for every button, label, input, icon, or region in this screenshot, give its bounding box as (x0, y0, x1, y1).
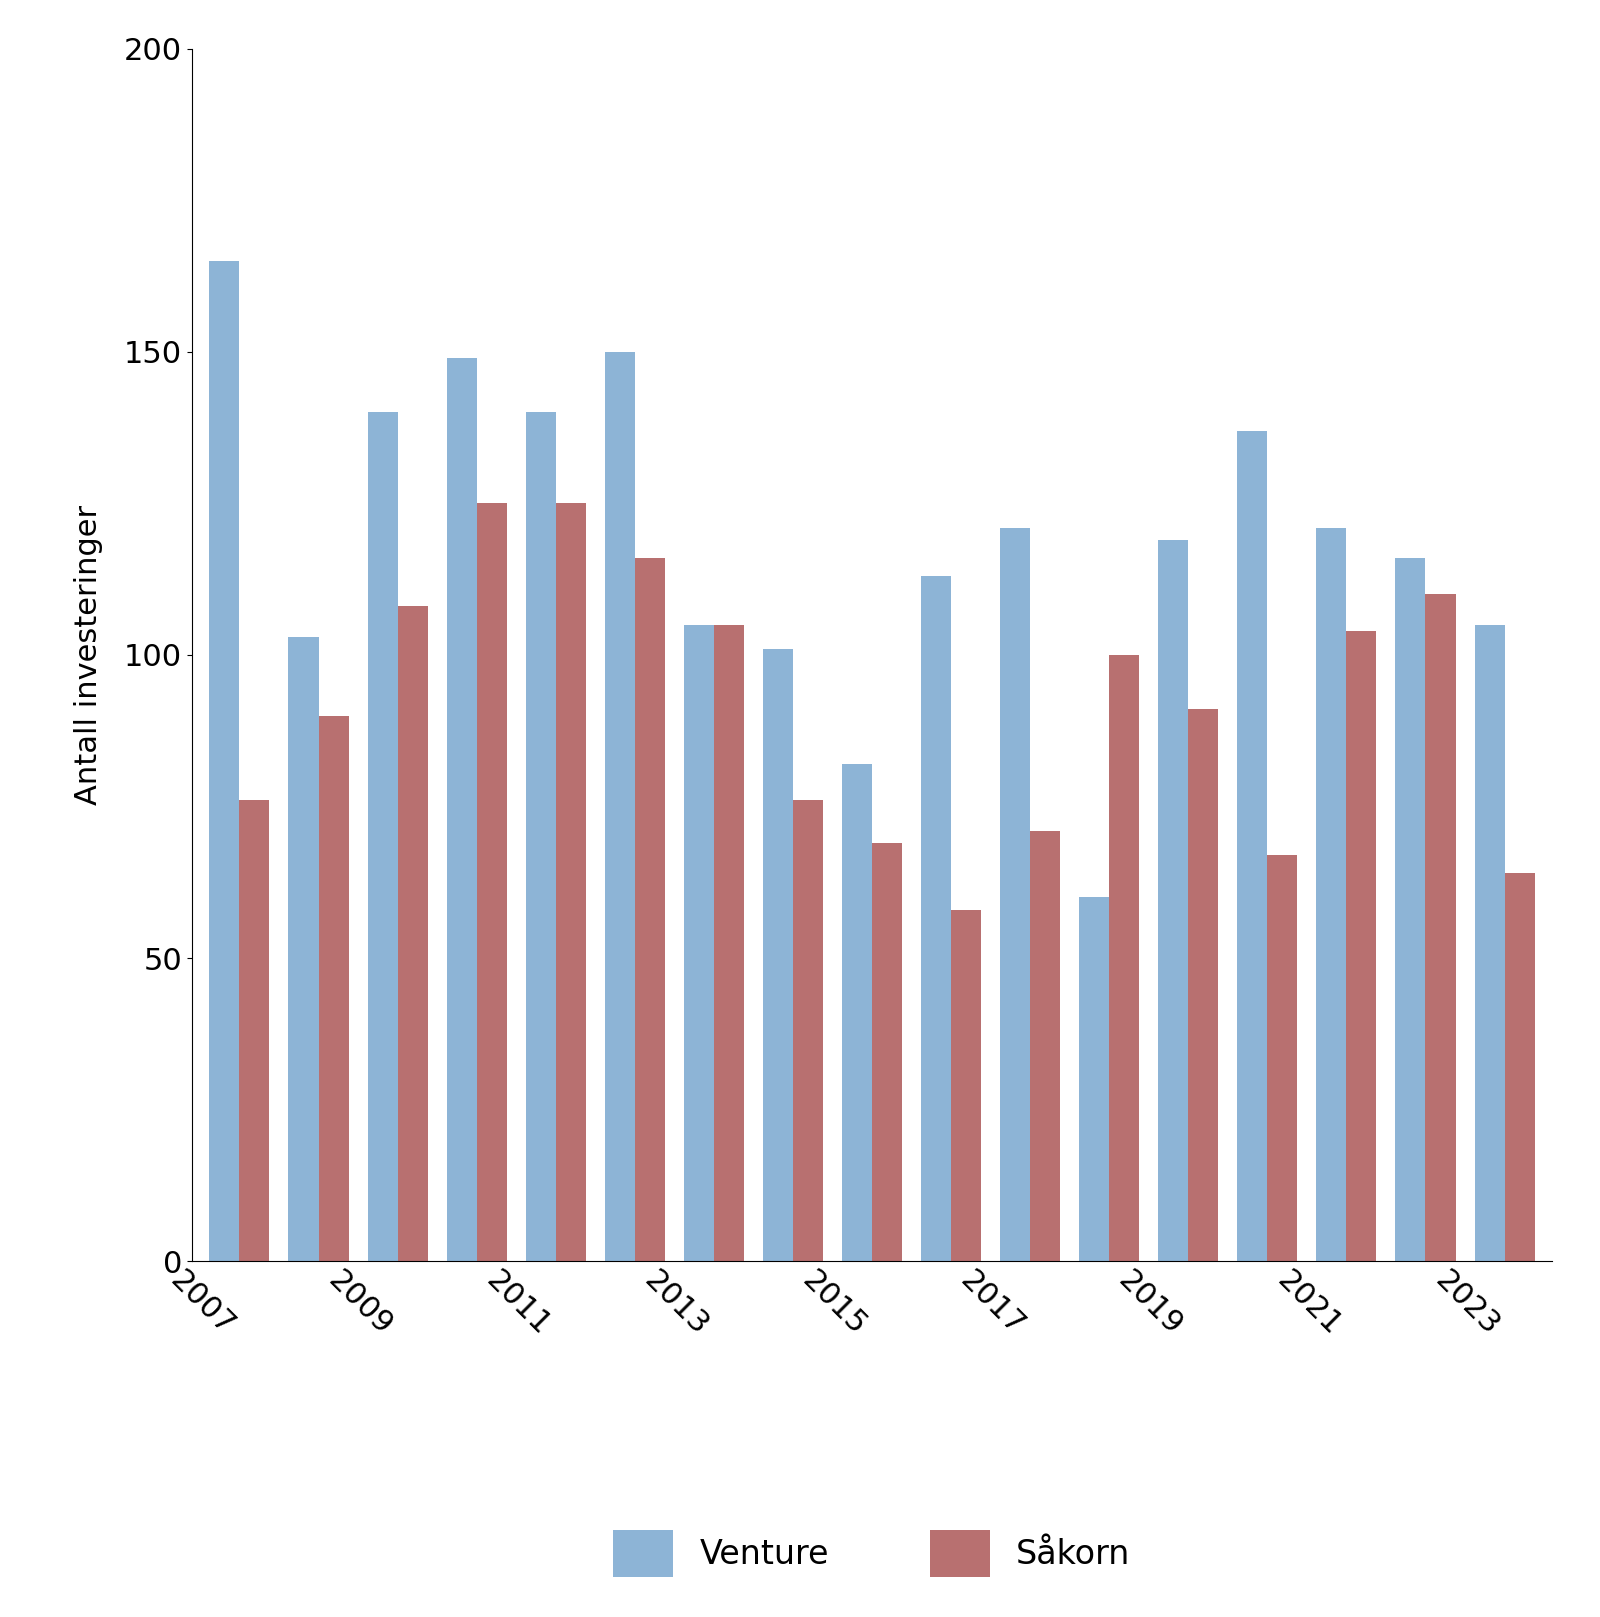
Bar (1347, 631, 1376, 1261)
Bar (397, 606, 427, 1261)
Bar (1395, 558, 1426, 1261)
Bar (1475, 624, 1504, 1261)
Bar (368, 412, 397, 1261)
Bar (635, 558, 666, 1261)
Bar (240, 800, 269, 1261)
Bar (1000, 527, 1030, 1261)
Bar (1158, 540, 1189, 1261)
Bar (1030, 831, 1061, 1261)
Bar (477, 503, 507, 1261)
Bar (1078, 897, 1109, 1261)
Bar (605, 351, 635, 1261)
Bar (446, 357, 477, 1261)
Bar (794, 800, 822, 1261)
Bar (1267, 855, 1298, 1261)
Bar (1109, 655, 1139, 1261)
Bar (922, 576, 950, 1261)
Bar (1426, 593, 1456, 1261)
Bar (1317, 527, 1347, 1261)
Bar (318, 715, 349, 1261)
Bar (1237, 430, 1267, 1261)
Legend: Venture, Såkorn: Venture, Såkorn (581, 1496, 1163, 1611)
Bar (288, 637, 318, 1261)
Bar (555, 503, 586, 1261)
Bar (872, 842, 902, 1261)
Bar (1504, 873, 1534, 1261)
Bar (842, 763, 872, 1261)
Bar (210, 260, 240, 1261)
Bar (714, 624, 744, 1261)
Bar (526, 412, 555, 1261)
Bar (950, 909, 981, 1261)
Bar (683, 624, 714, 1261)
Bar (763, 648, 794, 1261)
Y-axis label: Antall investeringer: Antall investeringer (74, 505, 104, 805)
Bar (1189, 710, 1218, 1261)
